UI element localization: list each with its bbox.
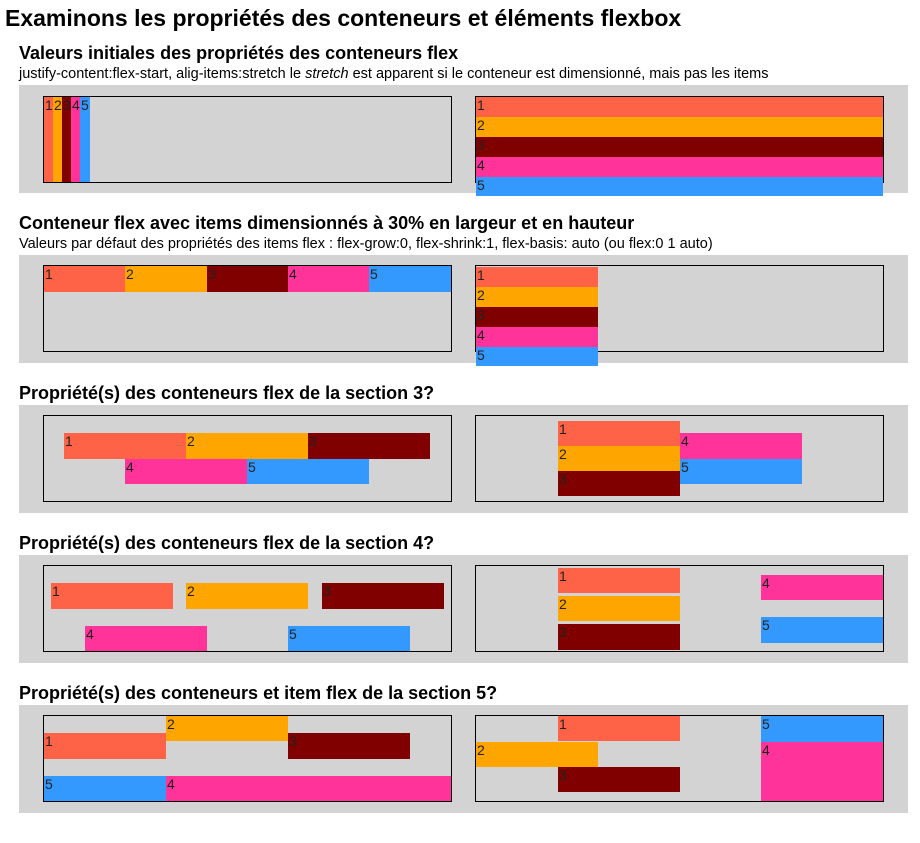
s5-right-item-1: 1 xyxy=(558,716,680,741)
section-4-right-container xyxy=(475,565,884,652)
s5-right-item-5: 5 xyxy=(761,716,883,742)
s4-right-item-1: 1 xyxy=(558,568,680,593)
section-3-right-container xyxy=(475,415,884,502)
section-2-right-container xyxy=(475,265,884,352)
s4-left-item-2: 2 xyxy=(186,583,308,609)
s2-left-item-4: 4 xyxy=(288,266,369,292)
s5-right-item-4: 4 xyxy=(761,742,883,801)
s4-right-item-4: 4 xyxy=(761,575,883,600)
section-4-left-container xyxy=(43,565,452,652)
section-1-subtitle: justify-content:flex-start, alig-items:s… xyxy=(19,66,769,82)
section-3-title: Propriété(s) des conteneurs flex de la s… xyxy=(19,383,435,403)
s3-left-item-3: 3 xyxy=(308,433,430,459)
s3-right-item-1: 1 xyxy=(558,421,680,446)
section-4-title: Propriété(s) des conteneurs flex de la s… xyxy=(19,533,435,553)
s2-left-item-2: 2 xyxy=(125,266,207,292)
s4-left-item-5: 5 xyxy=(288,626,410,651)
s4-left-item-1: 1 xyxy=(51,583,173,609)
s4-right-item-5: 5 xyxy=(761,617,883,643)
s2-right-item-1: 1 xyxy=(476,267,598,287)
s5-left-item-2: 2 xyxy=(166,716,288,741)
s1-left-item-4: 4 xyxy=(71,97,80,182)
s1-right-item-4: 4 xyxy=(476,157,883,177)
s5-right-item-2: 2 xyxy=(476,742,598,767)
s1-left-item-1: 1 xyxy=(44,97,53,182)
s1-left-item-3: 3 xyxy=(62,97,71,182)
page-title: Examinons les propriétés des conteneurs … xyxy=(5,5,682,31)
section-1-title: Valeurs initiales des propriétés des con… xyxy=(19,43,459,63)
section-5-title: Propriété(s) des conteneurs et item flex… xyxy=(19,683,498,703)
s1-right-item-3: 3 xyxy=(476,137,883,157)
section-2-left-container xyxy=(43,265,452,352)
s5-left-item-3: 3 xyxy=(288,733,410,759)
section-1-left-container xyxy=(43,96,452,183)
s5-left-item-5: 5 xyxy=(44,776,166,801)
s2-right-item-4: 4 xyxy=(476,327,598,347)
s5-left-item-1: 1 xyxy=(44,733,166,759)
section-2-subtitle: Valeurs par défaut des propriétés des it… xyxy=(19,236,713,252)
s2-left-item-1: 1 xyxy=(44,266,125,292)
s2-left-item-5: 5 xyxy=(369,266,451,292)
section-3-left-container xyxy=(43,415,452,502)
s3-left-item-5: 5 xyxy=(247,459,369,484)
s1-left-item-2: 2 xyxy=(53,97,62,182)
s1-right-item-1: 1 xyxy=(476,97,883,117)
s5-left-item-4: 4 xyxy=(166,776,451,801)
s2-right-item-5: 5 xyxy=(476,347,598,366)
s3-left-item-4: 4 xyxy=(125,459,247,484)
section-5-left-container xyxy=(43,715,452,802)
s1-left-item-5: 5 xyxy=(80,97,90,182)
s2-right-item-2: 2 xyxy=(476,287,598,307)
s4-right-item-3: 3 xyxy=(558,624,680,650)
s4-right-item-2: 2 xyxy=(558,596,680,621)
s2-left-item-3: 3 xyxy=(207,266,288,292)
s3-left-item-1: 1 xyxy=(64,433,186,459)
s3-right-item-2: 2 xyxy=(558,446,680,471)
s3-right-item-5: 5 xyxy=(680,459,802,484)
s3-right-item-4: 4 xyxy=(680,433,802,459)
section-5-right-container xyxy=(475,715,884,802)
s1-right-item-5: 5 xyxy=(476,177,883,196)
s1-right-item-2: 2 xyxy=(476,117,883,137)
s5-right-item-3: 3 xyxy=(558,767,680,792)
s2-right-item-3: 3 xyxy=(476,307,598,327)
section-2-title: Conteneur flex avec items dimensionnés à… xyxy=(19,213,635,233)
s4-left-item-3: 3 xyxy=(322,583,444,609)
s3-left-item-2: 2 xyxy=(186,433,308,459)
s3-right-item-3: 3 xyxy=(558,471,680,496)
s4-left-item-4: 4 xyxy=(85,626,207,651)
